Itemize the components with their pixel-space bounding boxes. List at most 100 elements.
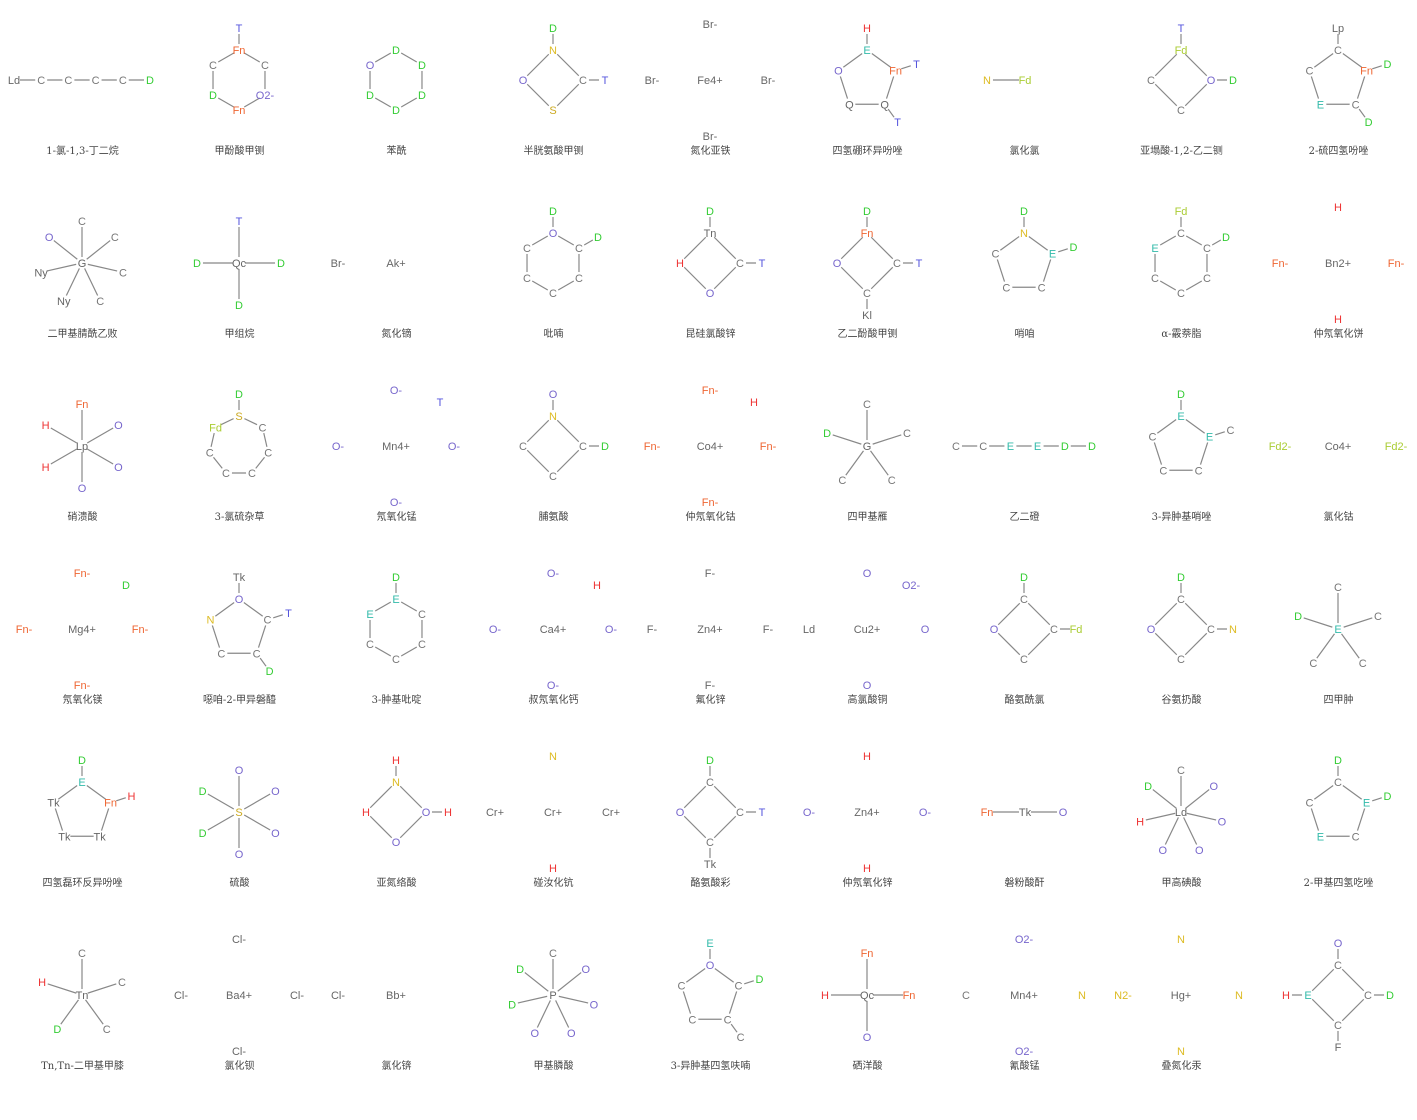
atom-backdrop: [204, 613, 217, 626]
atom-label: D: [706, 206, 714, 218]
bond-line: [552, 445, 584, 477]
bond-line: [202, 811, 240, 834]
atom-label: P: [549, 990, 556, 1002]
bond-line: [534, 994, 554, 1034]
atom-label: T: [894, 117, 901, 129]
atom-label: Br-: [645, 75, 660, 87]
atom-label: C: [1352, 831, 1360, 843]
atom-backdrop: [1332, 440, 1344, 452]
atom-backdrop: [1117, 989, 1129, 1001]
molecule-card: Bb+ Cl- 氯化锛: [314, 915, 479, 1091]
atom-backdrop: [587, 998, 600, 1011]
atom-backdrop: [674, 257, 686, 269]
bond-line: [1023, 598, 1055, 630]
atom-label: Cr+: [602, 807, 620, 819]
atom-backdrop: [258, 59, 271, 71]
atom-label: Tn: [704, 228, 717, 240]
atom-backdrop: [250, 647, 263, 660]
atom-backdrop: [1332, 257, 1344, 269]
atom-label: D: [1386, 990, 1394, 1002]
atom-backdrop: [591, 579, 603, 591]
atom-backdrop: [1332, 1041, 1344, 1053]
atom-backdrop: [704, 754, 716, 766]
atom-backdrop: [1362, 989, 1374, 1001]
atom-label: Ny: [57, 296, 71, 308]
molecule-name: 叠氮化汞: [1161, 1061, 1202, 1072]
atom-backdrop: [262, 446, 275, 459]
bond-line: [1307, 964, 1339, 996]
atom-backdrop: [704, 384, 716, 396]
atom-backdrop: [891, 116, 904, 129]
atom-label: H: [863, 751, 871, 763]
atom-label: Co4+: [697, 441, 724, 453]
atom-backdrop: [116, 266, 129, 279]
atom-label: Cl-: [232, 1046, 246, 1058]
atom-label: Fn-: [760, 441, 777, 453]
atom-backdrop: [885, 473, 898, 486]
atom-label: Fn: [889, 66, 902, 78]
bond-line: [866, 445, 893, 481]
atom-backdrop: [1048, 623, 1060, 635]
molecule-card: Co4+ Fd2- Fd2- 氯化钴: [1256, 366, 1417, 542]
atom-label: Fd: [1019, 75, 1032, 87]
molecule-card: Fn C C O D T Kl 乙二酚酸甲铡: [785, 183, 950, 359]
atom-label: Lp: [76, 441, 88, 453]
atom-label: D: [1020, 572, 1028, 584]
structure-drawing: Mn4+ C N O2- O2-: [960, 933, 1088, 1058]
atom-label: N: [206, 615, 214, 627]
atom-backdrop: [547, 22, 559, 34]
atom-label: D: [823, 428, 831, 440]
atom-backdrop: [1390, 257, 1402, 269]
atom-label: C: [248, 468, 256, 480]
atom-label: S: [549, 105, 556, 117]
atom-label: Br-: [331, 258, 346, 270]
atom-label: H: [821, 990, 829, 1002]
molecule-card: E C C C C D 四甲肿: [1256, 549, 1417, 725]
atom-label: C: [1207, 624, 1215, 636]
atom-label: N: [1020, 228, 1028, 240]
atom-label: T: [913, 59, 920, 71]
atom-backdrop: [514, 962, 527, 975]
atom-label: H: [127, 791, 135, 803]
bond-line: [552, 968, 587, 996]
atom-label: H: [549, 863, 557, 875]
molecule-card: Ld C C C C D 1-氯-1,3-丁二烷: [0, 0, 165, 176]
bond-line: [365, 811, 397, 843]
atom-backdrop: [1274, 257, 1286, 269]
atom-label: D: [1222, 232, 1230, 244]
atom-label: Fn: [861, 228, 874, 240]
bond-line: [993, 628, 1025, 660]
atom-backdrop: [762, 623, 774, 635]
atom-label: Ld: [1175, 807, 1187, 819]
molecule-name: 氮化亚铁: [690, 146, 731, 157]
bond-line: [709, 262, 741, 294]
atom-label: N: [549, 751, 557, 763]
atom-label: H: [42, 420, 50, 432]
atom-backdrop: [47, 796, 60, 809]
atom-backdrop: [704, 130, 716, 142]
atom-backdrop: [76, 989, 88, 1001]
atom-backdrop: [1381, 789, 1394, 802]
atom-backdrop: [861, 440, 873, 452]
bond-line: [81, 262, 124, 273]
atom-backdrop: [1067, 240, 1080, 253]
atom-label: O2-: [1015, 1046, 1034, 1058]
bond-line: [519, 968, 554, 996]
atom-label: Ca4+: [540, 624, 567, 636]
atom-backdrop: [704, 776, 716, 788]
atom-label: Cr+: [544, 807, 562, 819]
bond-line: [40, 262, 83, 273]
atom-label: O: [706, 960, 715, 972]
atom-label: C: [523, 273, 531, 285]
molecule-name: 四甲基雁: [847, 512, 888, 523]
atom-backdrop: [861, 398, 873, 410]
atom-label: Mn4+: [382, 441, 410, 453]
atom-backdrop: [108, 230, 121, 243]
atom-label: F-: [763, 624, 774, 636]
structure-drawing: Fn C C O D T Kl: [831, 205, 925, 322]
bond-line: [1147, 785, 1182, 813]
atom-label: Mg4+: [68, 624, 96, 636]
atom-backdrop: [704, 496, 716, 508]
atom-backdrop: [18, 623, 30, 635]
